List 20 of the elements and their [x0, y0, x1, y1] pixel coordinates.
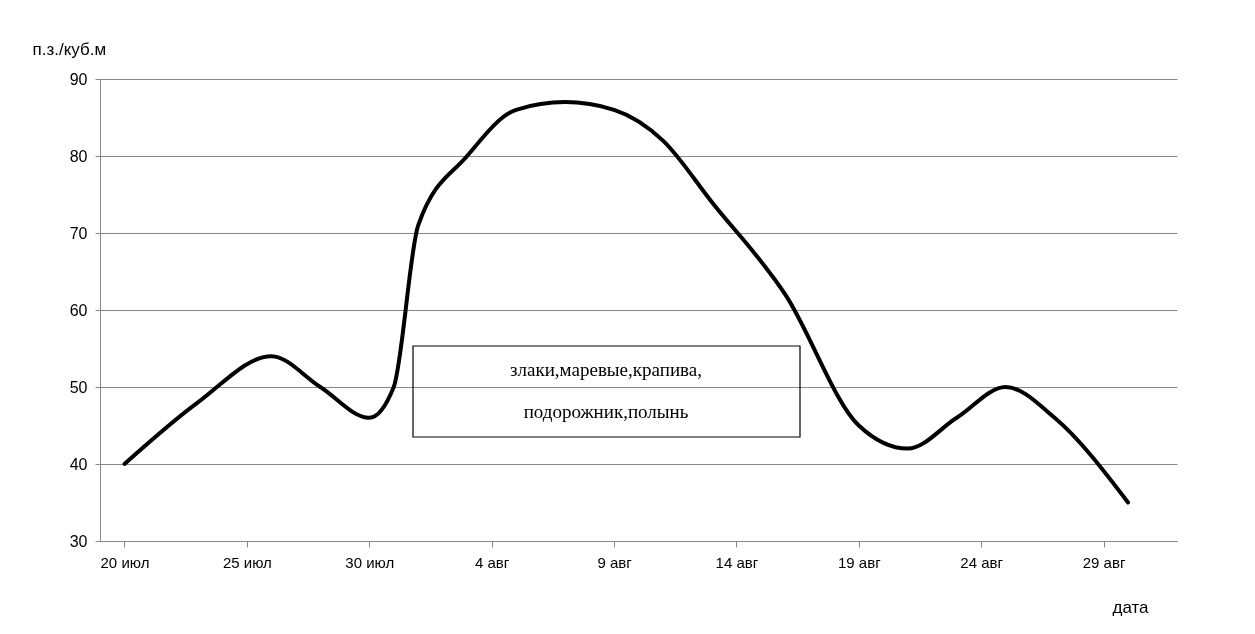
x-tick-label: 4 авг	[474, 553, 510, 571]
x-tick-label: 25 июл	[222, 553, 272, 571]
y-tick-label: 80	[69, 147, 88, 165]
x-tick-label: 14 авг	[715, 553, 759, 571]
x-axis-title: дата	[1112, 597, 1150, 617]
y-tick-label: 70	[69, 224, 88, 242]
y-tick-label: 40	[69, 455, 88, 473]
y-tick-label: 60	[69, 301, 88, 319]
y-tick-label: 90	[69, 70, 88, 88]
x-tick-label: 9 авг	[597, 553, 633, 571]
y-tick-label: 30	[69, 532, 88, 550]
line-series	[122, 100, 1131, 505]
x-tick-label: 19 авг	[837, 553, 882, 571]
y-axis-title: п.з./куб.м	[32, 39, 107, 59]
x-tick-label: 20 июл	[100, 553, 150, 571]
x-tick-label: 29 авг	[1082, 553, 1126, 571]
x-tick-label: 24 авг	[960, 553, 1004, 571]
y-tick-label: 50	[69, 378, 88, 396]
annotation: злаки,маревые,крапива, подорожник,полынь	[510, 359, 702, 422]
x-tick-label: 30 июл	[345, 553, 395, 571]
